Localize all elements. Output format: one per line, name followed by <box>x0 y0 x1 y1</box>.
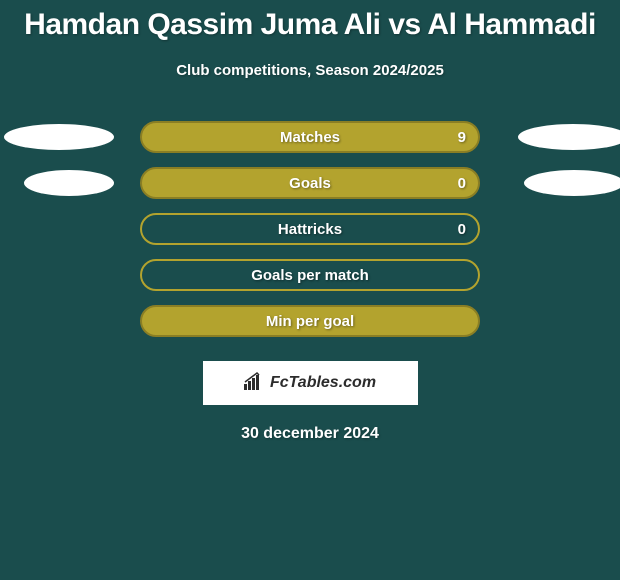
left-avatar-placeholder <box>24 170 114 196</box>
bar-value: 0 <box>458 221 466 238</box>
subtitle: Club competitions, Season 2024/2025 <box>176 62 444 79</box>
bar-value: 0 <box>458 175 466 192</box>
bar-goals: Goals 0 <box>140 167 480 199</box>
date: 30 december 2024 <box>241 425 379 443</box>
left-avatar-placeholder <box>4 124 114 150</box>
bar-min-per-goal: Min per goal <box>140 305 480 337</box>
bar-value: 9 <box>458 129 466 146</box>
chart-row-matches: Matches 9 <box>0 121 620 153</box>
chart-row-min-per-goal: Min per goal <box>0 305 620 337</box>
bar-matches: Matches 9 <box>140 121 480 153</box>
page-title: Hamdan Qassim Juma Ali vs Al Hammadi <box>24 8 596 42</box>
chart-row-goals: Goals 0 <box>0 167 620 199</box>
comparison-chart: Matches 9 Goals 0 Hattricks 0 Goals per … <box>0 121 620 351</box>
bar-label: Goals <box>289 175 331 192</box>
bar-label: Hattricks <box>278 221 342 238</box>
chart-icon <box>244 372 266 395</box>
chart-row-goals-per-match: Goals per match <box>0 259 620 291</box>
source-badge: FcTables.com <box>203 361 418 405</box>
bar-goals-per-match: Goals per match <box>140 259 480 291</box>
badge-text: FcTables.com <box>270 374 376 392</box>
bar-label: Goals per match <box>251 267 369 284</box>
right-avatar-placeholder <box>518 124 620 150</box>
bar-hattricks: Hattricks 0 <box>140 213 480 245</box>
bar-label: Matches <box>280 129 340 146</box>
right-avatar-placeholder <box>524 170 620 196</box>
bar-label: Min per goal <box>266 313 354 330</box>
chart-row-hattricks: Hattricks 0 <box>0 213 620 245</box>
